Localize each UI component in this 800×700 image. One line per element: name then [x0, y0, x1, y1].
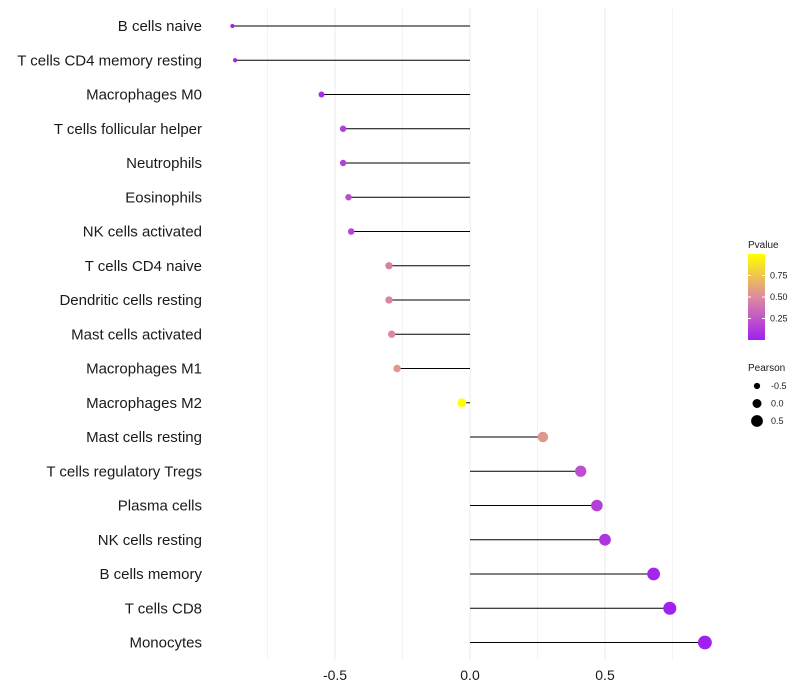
lollipop-point	[457, 398, 467, 408]
category-label: T cells CD8	[125, 600, 202, 617]
color-legend-label: 0.50	[770, 292, 788, 302]
category-label: B cells naive	[118, 18, 202, 35]
lollipop-point	[393, 364, 401, 373]
lollipop-point	[697, 635, 712, 650]
category-label: T cells CD4 memory resting	[17, 52, 202, 69]
lollipop-point	[599, 533, 611, 546]
category-label: NK cells activated	[83, 224, 202, 241]
lollipop-point	[347, 228, 355, 235]
lollipop-point	[230, 23, 235, 29]
category-label: Macrophages M2	[86, 395, 202, 412]
lollipop-point	[663, 601, 677, 615]
category-label: Mast cells activated	[71, 326, 202, 343]
category-label: T cells regulatory Tregs	[46, 463, 202, 480]
x-tick-label: -0.5	[323, 667, 347, 683]
color-legend-label: 0.25	[770, 314, 788, 324]
category-label: Neutrophils	[126, 155, 202, 172]
lollipop-point	[575, 465, 587, 477]
size-legend-title: Pearson	[748, 363, 785, 374]
lollipop-point	[233, 58, 238, 63]
lollipop-point	[345, 194, 352, 201]
category-label: Monocytes	[129, 635, 202, 652]
size-legend-label: -0.5	[771, 381, 787, 391]
lollipop-point	[591, 499, 603, 512]
color-legend-title: Pvalue	[748, 240, 779, 251]
color-legend-bar	[748, 254, 765, 340]
lollipop-point	[537, 431, 549, 443]
size-legend-point	[753, 382, 761, 390]
lollipop-point	[385, 296, 393, 304]
x-tick-label: 0.0	[460, 667, 480, 683]
lollipop-point	[318, 91, 325, 98]
x-tick-label: 0.5	[595, 667, 615, 683]
size-legend-point	[751, 415, 763, 427]
lollipop-point	[385, 262, 393, 270]
lollipop-point	[339, 125, 347, 132]
color-legend-label: 0.75	[770, 271, 788, 281]
size-legend-point	[752, 399, 762, 408]
category-label: T cells follicular helper	[54, 121, 202, 138]
category-label: Plasma cells	[118, 498, 202, 515]
category-label: Dendritic cells resting	[59, 292, 202, 309]
category-label: Macrophages M1	[86, 361, 202, 378]
category-label: Eosinophils	[125, 189, 202, 206]
category-label: B cells memory	[99, 566, 202, 583]
size-legend-label: 0.0	[771, 399, 784, 409]
size-legend-label: 0.5	[771, 416, 784, 426]
lollipop-point	[647, 567, 660, 581]
category-label: NK cells resting	[98, 532, 202, 549]
lollipop-point	[388, 330, 396, 338]
lollipop-point	[339, 159, 347, 167]
category-label: Mast cells resting	[86, 429, 202, 446]
category-label: Macrophages M0	[86, 87, 202, 104]
category-label: T cells CD4 naive	[85, 258, 202, 275]
